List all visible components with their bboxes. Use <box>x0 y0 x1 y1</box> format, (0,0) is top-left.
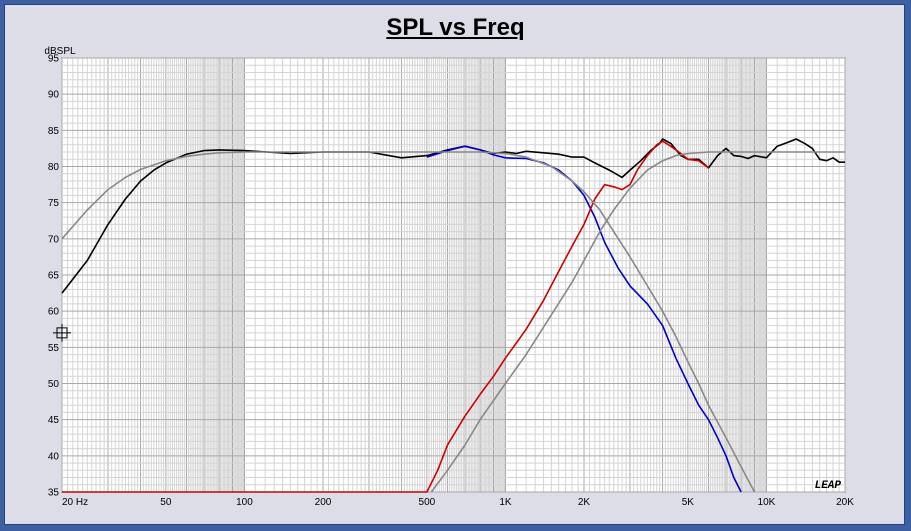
x-tick-label: 10K <box>758 497 776 508</box>
x-tick-label: 50 <box>160 497 172 508</box>
series-line-4 <box>61 151 756 493</box>
x-tick-labels: 20 Hz 50 100 200 500 1K 2K 5K 10K 20K <box>62 497 854 508</box>
series-line-3 <box>62 140 709 493</box>
y-tick-label: 40 <box>48 451 60 462</box>
y-tick-label: 35 <box>48 488 60 499</box>
leap-watermark: LEAP <box>815 480 842 492</box>
x-tick-label: 200 <box>315 497 332 508</box>
chart-title: SPL vs Freq <box>386 14 525 41</box>
y-axis-label: dBSPL <box>44 46 76 57</box>
x-tick-label: 20K <box>836 497 854 508</box>
x-tick-label: 2K <box>578 497 591 508</box>
series-lines <box>61 138 845 493</box>
y-tick-label: 60 <box>48 307 60 318</box>
x-tick-label: 5K <box>682 497 695 508</box>
y-tick-label: 85 <box>48 126 60 137</box>
y-tick-label: 50 <box>48 379 60 390</box>
grid <box>61 57 846 493</box>
y-tick-label: 55 <box>48 343 60 354</box>
y-tick-label: 95 <box>48 54 60 65</box>
x-tick-label: 1K <box>499 497 512 508</box>
y-tick-label: 80 <box>48 162 60 173</box>
y-tick-label: 75 <box>48 198 60 209</box>
y-tick-label: 90 <box>48 90 60 101</box>
x-tick-label: 500 <box>419 497 436 508</box>
y-tick-label: 45 <box>48 415 60 426</box>
x-tick-label: 20 Hz <box>62 497 88 508</box>
series-line-2 <box>426 145 742 493</box>
series-line-5 <box>430 151 845 493</box>
y-tick-label: 65 <box>48 271 60 282</box>
y-tick-labels: 35 40 45 50 55 60 65 70 75 80 85 90 95 <box>48 54 60 499</box>
x-tick-label: 100 <box>236 497 253 508</box>
y-tick-label: 70 <box>48 234 60 245</box>
